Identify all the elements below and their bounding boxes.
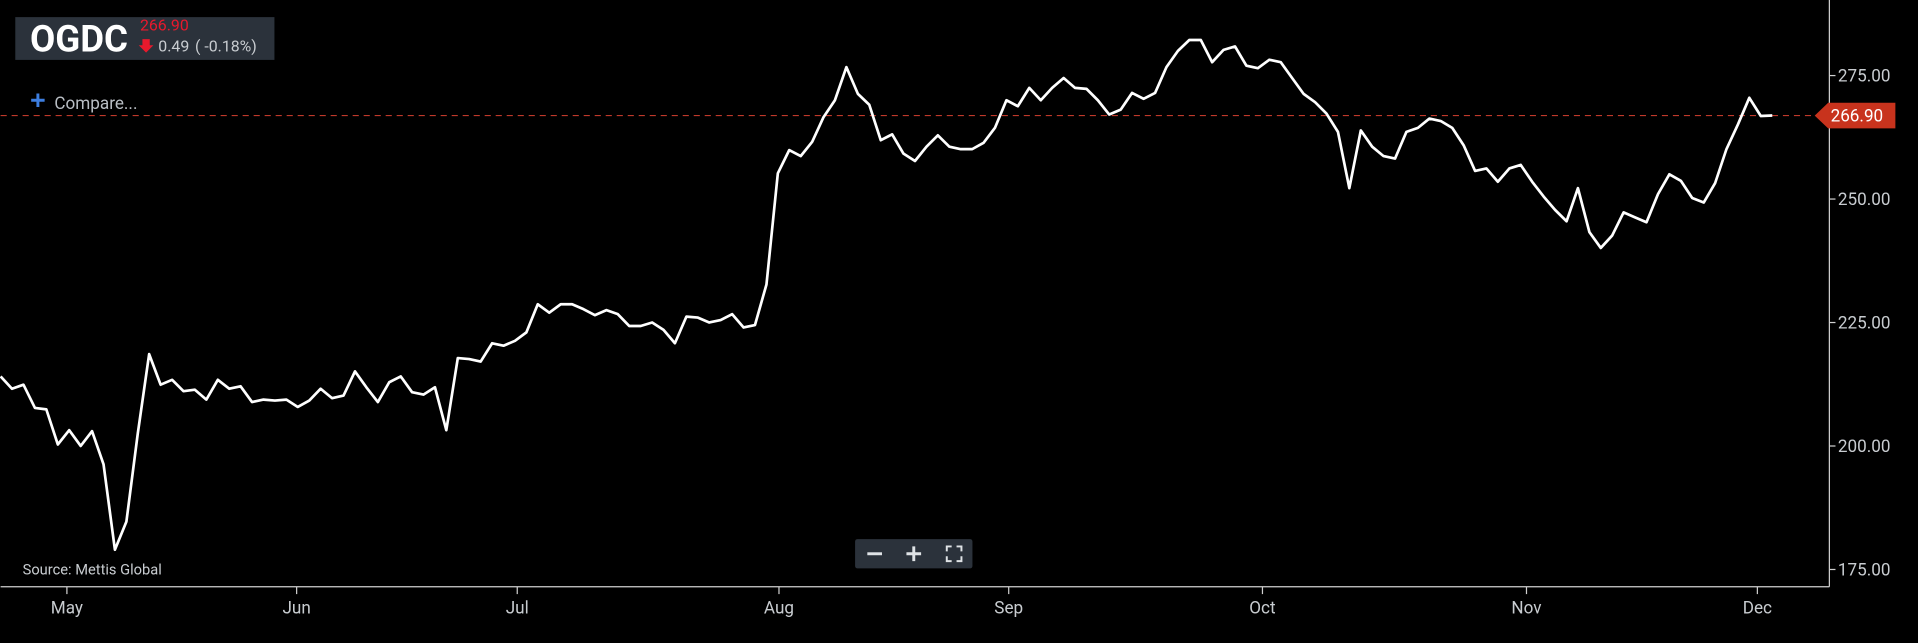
compare[interactable]: Compare... [54, 94, 137, 114]
fullscreen[interactable] [945, 545, 963, 563]
x-tick-label: Oct [1249, 599, 1275, 619]
zoom-in[interactable] [906, 546, 922, 562]
y-tick-label: 175.00 [1838, 561, 1891, 581]
x-tick-label: Nov [1511, 599, 1541, 619]
y-tick-label: 200.00 [1838, 437, 1891, 457]
x-tick-label: Aug [764, 599, 794, 619]
x-tick-label: Jul [506, 599, 529, 619]
price-tag [1814, 102, 1896, 129]
compare-plus[interactable] [31, 93, 45, 107]
y-tick-label: 250.00 [1838, 190, 1891, 210]
x-tick-label: Dec [1743, 599, 1772, 619]
change-pct: ( -0.18%) [195, 36, 257, 55]
price-tag-label: 266.90 [1831, 107, 1884, 127]
ticker-box [15, 17, 275, 60]
symbol: OGDC [30, 17, 128, 60]
y-tick-label: 225.00 [1838, 314, 1891, 334]
price-line-series [0, 38, 1773, 552]
x-tick-label: May [51, 599, 83, 619]
y-tick-label: 275.00 [1838, 67, 1891, 87]
price: 266.90 [140, 16, 189, 35]
source: Source: Mettis Global [23, 561, 162, 579]
x-tick-label: Sep [994, 599, 1023, 619]
change: 0.49 [158, 36, 189, 55]
x-tick-label: Jun [282, 599, 310, 619]
